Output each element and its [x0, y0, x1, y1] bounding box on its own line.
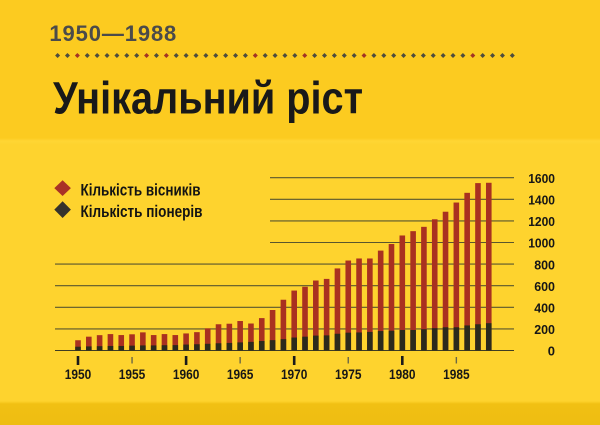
- svg-text:0: 0: [548, 344, 555, 359]
- svg-text:Кількість піонерів: Кількість піонерів: [81, 203, 203, 221]
- svg-text:1000: 1000: [528, 236, 555, 251]
- svg-text:1965: 1965: [227, 367, 254, 382]
- svg-text:1985: 1985: [443, 367, 470, 382]
- svg-text:800: 800: [534, 257, 555, 272]
- svg-text:200: 200: [534, 322, 555, 337]
- svg-text:Кількість вісників: Кількість вісників: [81, 181, 201, 199]
- svg-text:1980: 1980: [389, 367, 416, 382]
- svg-text:1970: 1970: [281, 367, 308, 382]
- svg-text:600: 600: [534, 279, 555, 294]
- svg-text:1400: 1400: [528, 193, 555, 208]
- svg-text:1950—1988: 1950—1988: [49, 21, 176, 46]
- svg-text:1950: 1950: [65, 367, 92, 382]
- svg-text:1955: 1955: [119, 367, 146, 382]
- svg-text:1975: 1975: [335, 367, 362, 382]
- svg-text:Унікальний ріст: Унікальний ріст: [53, 73, 363, 124]
- svg-text:1200: 1200: [528, 214, 555, 229]
- svg-text:400: 400: [534, 301, 555, 316]
- svg-text:1960: 1960: [173, 367, 200, 382]
- svg-text:1600: 1600: [528, 171, 555, 186]
